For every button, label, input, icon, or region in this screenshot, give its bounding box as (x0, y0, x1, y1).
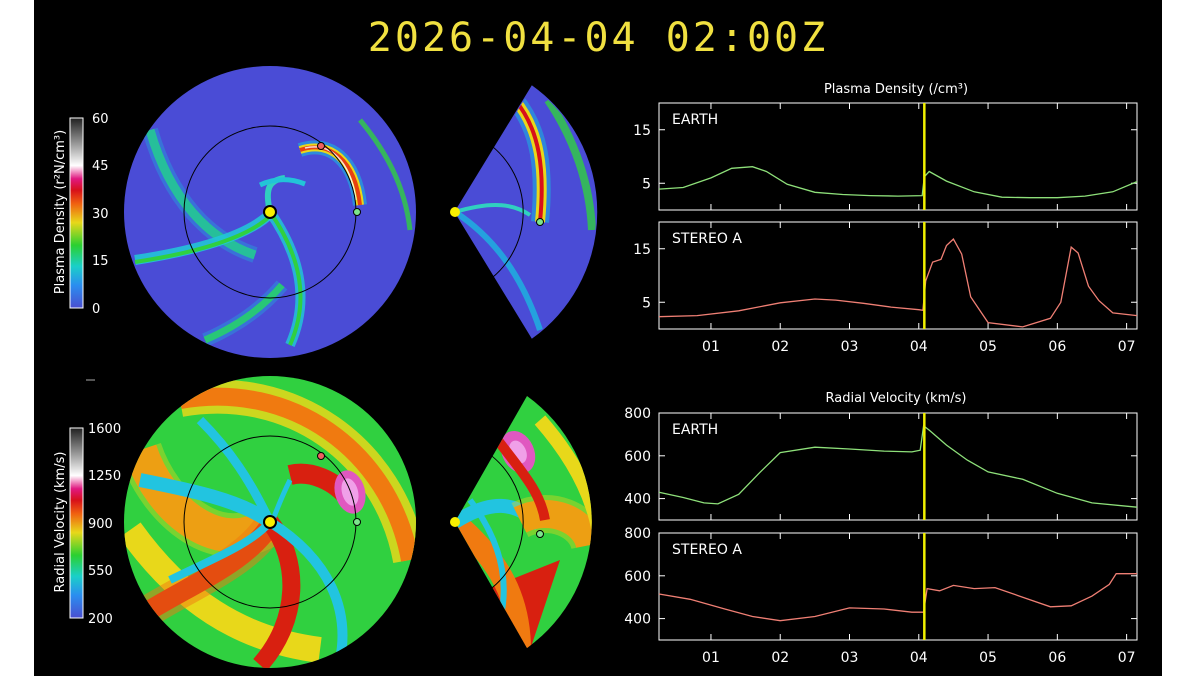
x-tick-label: 05 (979, 339, 997, 355)
velocity-chart-title: Radial Velocity (km/s) (826, 391, 967, 406)
wedge-orbit-arc (479, 137, 524, 287)
density-tick-label: 30 (92, 207, 109, 222)
velocity-colorbar-label: Radial Velocity (km/s) (53, 452, 68, 593)
panel-label: EARTH (672, 422, 718, 438)
timestamp-title: 2026-04-04 02:00Z (367, 15, 829, 61)
chart-panel-frame (658, 221, 1138, 330)
density-tick-label: 15 (92, 254, 109, 269)
y-tick-label: 5 (642, 295, 651, 311)
y-tick-label: 400 (624, 492, 651, 508)
y-tick-label: 15 (633, 242, 651, 258)
x-tick-label: 06 (1048, 339, 1066, 355)
y-tick-label: 15 (633, 123, 651, 139)
velocity-tick-label: 1600 (88, 422, 121, 437)
velocity-tick-label: 200 (88, 612, 113, 627)
density-chart-title: Plasma Density (/cm³) (824, 82, 968, 97)
earth-marker (536, 218, 544, 226)
series-line (658, 238, 1138, 328)
velocity-tick-label: 550 (88, 564, 113, 579)
y-tick-label: 800 (624, 406, 651, 422)
density-tick-label: 0 (92, 302, 100, 317)
x-tick-label: 01 (702, 339, 720, 355)
panel-label: EARTH (672, 112, 718, 128)
velocity-colorbar-gradient (69, 427, 84, 619)
x-tick-label: 02 (771, 650, 789, 666)
y-tick-label: 5 (642, 176, 651, 192)
y-tick-label: 600 (624, 449, 651, 465)
density-tick-label: 60 (92, 112, 109, 127)
sun-marker (450, 517, 460, 527)
x-tick-label: 04 (910, 650, 928, 666)
sun-marker (450, 207, 460, 217)
x-tick-label: 06 (1048, 650, 1066, 666)
x-tick-label: 01 (702, 650, 720, 666)
velocity-colorbar: Radial Velocity (km/s) 1600 1250 900 550… (53, 422, 121, 627)
y-tick-label: 400 (624, 612, 651, 628)
earth-marker (353, 518, 361, 526)
stereo-a-marker (317, 452, 325, 460)
x-tick-label: 04 (910, 339, 928, 355)
x-tick-label: 07 (1118, 339, 1136, 355)
series-line (658, 573, 1137, 622)
x-tick-label: 02 (771, 339, 789, 355)
density-colorbar-gradient (69, 117, 84, 309)
chart-panel-frame (658, 102, 1138, 211)
sun-marker (263, 515, 277, 529)
x-tick-label: 07 (1118, 650, 1136, 666)
panel-label: STEREO A (672, 542, 742, 558)
panel-label: STEREO A (672, 231, 742, 247)
x-tick-label: 03 (841, 650, 859, 666)
sun-marker (263, 205, 277, 219)
density-colorbar-label: Plasma Density (r²N/cm³) (53, 130, 68, 294)
y-tick-label: 600 (624, 569, 651, 585)
earth-marker (353, 208, 361, 216)
chart-panel-frame (658, 412, 1138, 521)
density-colorbar: Plasma Density (r²N/cm³) 60 45 30 15 0 (53, 112, 109, 317)
density-meridional-wedge (450, 85, 598, 339)
y-tick-label: 800 (624, 526, 651, 542)
series-line (658, 424, 1138, 508)
series-line (658, 166, 1138, 199)
density-tick-label: 45 (92, 159, 109, 174)
velocity-meridional-wedge (450, 396, 592, 648)
chart-panel-frame (658, 532, 1138, 641)
time-series-charts: 15 5 EARTH 15 5 01 02 03 04 05 06 07 STEREO A 800 600 4… (624, 102, 1138, 666)
velocity-tick-label: 1250 (88, 469, 121, 484)
density-ecliptic-disk (124, 66, 416, 358)
earth-marker (536, 530, 544, 538)
velocity-ecliptic-disk (124, 376, 416, 668)
stereo-a-marker (317, 142, 325, 150)
x-tick-label: 05 (979, 650, 997, 666)
x-tick-label: 03 (841, 339, 859, 355)
velocity-tick-label: 900 (88, 517, 113, 532)
wedge-orbit-arc (479, 447, 524, 597)
